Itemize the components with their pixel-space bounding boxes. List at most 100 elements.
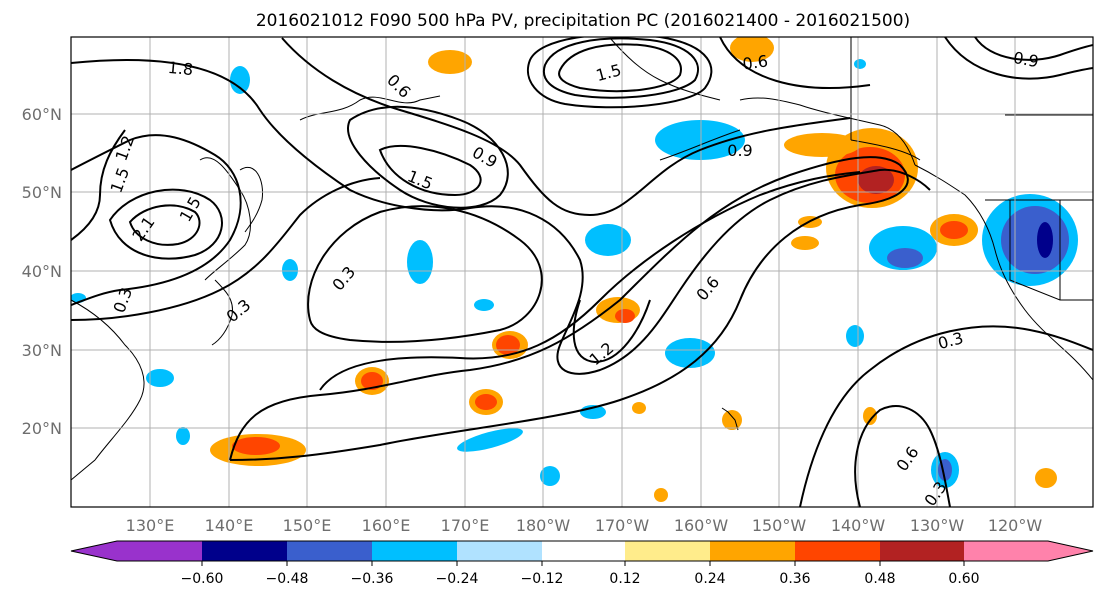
- colorbar-segment: [625, 541, 710, 561]
- precip-area-arctic: [428, 50, 472, 74]
- lat-label: 40°N: [22, 262, 62, 281]
- contour-label: 0.9: [727, 141, 752, 160]
- precip-neg-area-14: [854, 59, 866, 69]
- lon-label: 170°E: [441, 516, 490, 535]
- coastline-north-america-west: [914, 164, 1093, 381]
- contour-line-2: [307, 205, 543, 343]
- contour-label: 1.8: [167, 58, 194, 79]
- contour-line-10: [108, 188, 223, 260]
- contour-label: 0.6: [741, 51, 769, 73]
- lon-label: 130°E: [126, 516, 175, 535]
- contour-line-21: [572, 299, 651, 364]
- precip-patch-6: [632, 402, 646, 414]
- precip-neg-area-7: [146, 369, 174, 387]
- colorbar-tick-label: −0.24: [436, 571, 479, 587]
- coastline-asia-east: [199, 157, 251, 281]
- colorbar-extend-high: [964, 541, 1093, 561]
- map-frame: [70, 36, 1094, 508]
- precip-neg-area-11: [846, 325, 864, 347]
- colorbar-segment: [880, 541, 964, 561]
- lat-label: 50°N: [22, 183, 62, 202]
- gridlines: [71, 37, 1093, 507]
- precip-patch-4: [1035, 468, 1057, 488]
- colorbar-segment: [202, 541, 287, 561]
- precip-neg-area-3: [665, 338, 715, 368]
- lon-label: 160°E: [362, 516, 411, 535]
- precip-neg-area-5: [457, 428, 523, 452]
- precip-neg-core-ne: [887, 248, 923, 268]
- lon-label: 170°W: [595, 516, 650, 535]
- precip-area-gulf: [784, 133, 860, 157]
- coastline-alaska-south: [739, 97, 916, 166]
- precip-core-pnw: [940, 221, 968, 239]
- lon-label: 160°W: [674, 516, 729, 535]
- political-borders: [850, 37, 1093, 301]
- precip-core-west: [361, 372, 383, 390]
- colorbar-tick-label: −0.12: [521, 571, 564, 587]
- colorbar-tick-label: 0.60: [948, 571, 979, 587]
- colorbar-tick-label: −0.36: [351, 571, 394, 587]
- colorbar-segment: [710, 541, 795, 561]
- contour-line-17: [527, 37, 713, 109]
- contour-line-12: [71, 134, 242, 306]
- contour-line-6: [854, 405, 951, 507]
- precip-patch-5: [654, 488, 668, 502]
- precip-neg-area-aleutian: [655, 120, 745, 160]
- lon-label: 150°W: [752, 516, 807, 535]
- precip-patch-3: [863, 407, 877, 425]
- precip-neg-core-us-west: [1001, 206, 1069, 274]
- colorbar: −0.60 −0.48 −0.36 −0.24 −0.12 0.12 0.24 …: [70, 540, 1094, 587]
- colorbar-outline: [70, 540, 1094, 562]
- precip-patch-1: [791, 236, 819, 250]
- precip-core-philippine-sea: [232, 437, 280, 455]
- lon-label: 180°W: [516, 516, 571, 535]
- colorbar-tick-label: 0.36: [779, 571, 810, 587]
- colorbar-extend-low: [71, 541, 202, 561]
- contour-line-18: [974, 37, 1093, 61]
- colorbar-tick-label: −0.60: [181, 571, 224, 587]
- lon-label: 140°W: [831, 516, 886, 535]
- lon-label: 150°E: [283, 516, 332, 535]
- contour-line-9: [281, 37, 851, 217]
- contour-label: 0.9: [1012, 48, 1040, 71]
- map-panel: 1.8 1.2 1.5 2.1 1.5 0.6 0.9 1.5 0.3 0.3 …: [70, 36, 1094, 508]
- contour-line-4: [319, 171, 861, 391]
- precip-neg-area-13: [474, 299, 494, 311]
- contour-line-13: [71, 129, 126, 241]
- latitude-labels: 60°N 50°N 40°N 30°N 20°N: [22, 105, 62, 438]
- longitude-labels: 130°E 140°E 150°E 160°E 170°E 180°W 170°…: [126, 516, 1043, 535]
- contour-line-3: [229, 156, 909, 461]
- colorbar-tick-label: 0.12: [609, 571, 640, 587]
- contour-line-11: [128, 204, 201, 246]
- colorbar-segment: [457, 541, 542, 561]
- precip-neg-area-8: [282, 259, 298, 281]
- contour-line-19: [944, 37, 1093, 80]
- coastline-kamchatka: [239, 167, 264, 233]
- lon-label: 130°W: [910, 516, 965, 535]
- map-title: 2016021012 F090 500 hPa PV, precipitatio…: [256, 11, 910, 31]
- contour-line-16: [542, 37, 699, 99]
- lat-label: 60°N: [22, 105, 62, 124]
- contour-line-20: [719, 37, 871, 89]
- colorbar-tick-label: −0.48: [266, 571, 309, 587]
- contour-line-7: [347, 105, 509, 209]
- lat-label: 20°N: [22, 419, 62, 438]
- colorbar-ticks: [201, 561, 965, 566]
- lon-label: 140°E: [205, 516, 254, 535]
- contour-line-15: [558, 43, 682, 93]
- precip-neg-area-2: [407, 240, 433, 284]
- precip-neg-max-us-west: [1037, 222, 1053, 258]
- precip-neg-area-6: [230, 66, 250, 94]
- contour-line-1: [71, 58, 931, 375]
- contour-line-8: [378, 144, 482, 197]
- colorbar-segment: [372, 541, 457, 561]
- pv-contours: [71, 37, 1093, 507]
- precip-neg-area-9: [176, 427, 190, 445]
- precip-neg-area-1: [585, 224, 631, 256]
- colorbar-segment: [287, 541, 372, 561]
- colorbar-segment: [542, 541, 625, 561]
- precip-patch-hawaii: [722, 410, 742, 430]
- precip-core-central: [615, 309, 635, 323]
- precip-core-south: [475, 394, 497, 410]
